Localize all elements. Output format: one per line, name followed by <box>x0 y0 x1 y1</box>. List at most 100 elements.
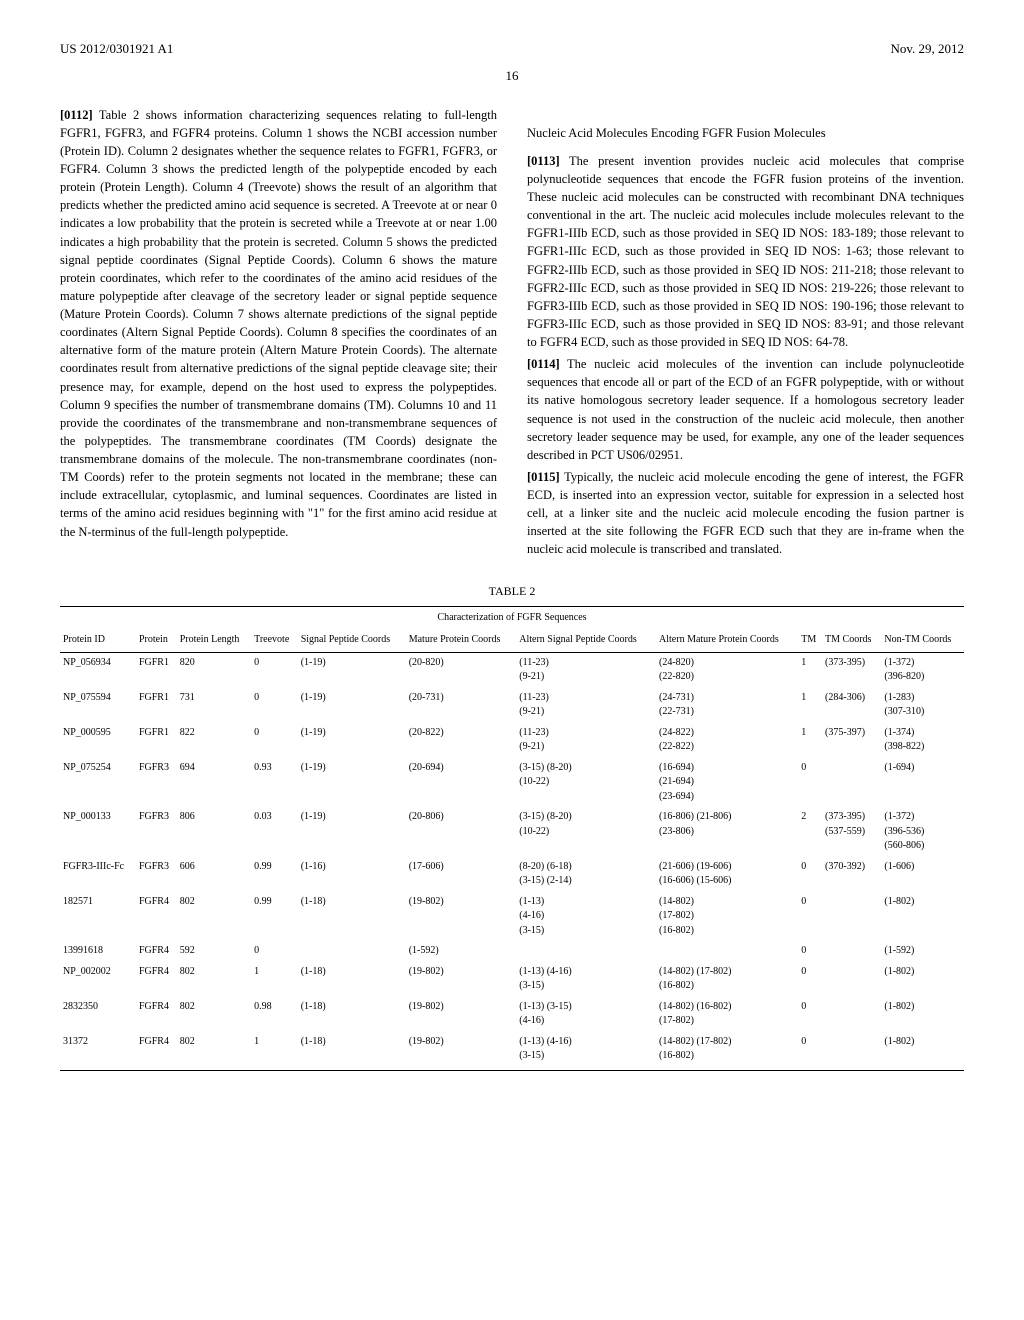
table-cell: (375-397) <box>822 723 881 758</box>
table-cell <box>822 962 881 997</box>
table-cell: FGFR4 <box>136 892 177 942</box>
table-cell: 0 <box>251 941 298 962</box>
table-row: 182571FGFR48020.99(1-18)(19-802)(1-13) (… <box>60 892 964 942</box>
table-body: NP_056934FGFR18200(1-19)(20-820)(11-23) … <box>60 652 964 1070</box>
table-cell: (20-694) <box>406 758 517 808</box>
table-cell: (1-18) <box>298 892 406 942</box>
table-cell: FGFR3 <box>136 758 177 808</box>
table-cell: (8-20) (6-18) (3-15) (2-14) <box>516 857 656 892</box>
table-row: NP_000595FGFR18220(1-19)(20-822)(11-23) … <box>60 723 964 758</box>
table-cell: FGFR1 <box>136 688 177 723</box>
table-cell: FGFR1 <box>136 723 177 758</box>
publication-number: US 2012/0301921 A1 <box>60 40 173 59</box>
table-caption: TABLE 2 <box>60 583 964 600</box>
para-text: The present invention provides nucleic a… <box>527 154 964 349</box>
table-cell: (3-15) (8-20) (10-22) <box>516 758 656 808</box>
para-number: [0112] <box>60 108 93 122</box>
table-cell: (373-395) <box>822 652 881 688</box>
table-cell: 0.99 <box>251 857 298 892</box>
table-cell: (1-372) (396-536) (560-806) <box>881 807 964 857</box>
table-cell: (1-19) <box>298 723 406 758</box>
table-cell: NP_056934 <box>60 652 136 688</box>
left-column: [0112] Table 2 shows information charact… <box>60 106 497 563</box>
table-cell <box>822 758 881 808</box>
table-cell: 0 <box>251 652 298 688</box>
table-row: NP_075594FGFR17310(1-19)(20-731)(11-23) … <box>60 688 964 723</box>
publication-date: Nov. 29, 2012 <box>890 40 964 59</box>
table-cell: 731 <box>177 688 251 723</box>
table-cell: 0 <box>798 962 822 997</box>
table-cell: 0 <box>798 941 822 962</box>
table-cell: NP_000133 <box>60 807 136 857</box>
text-columns: [0112] Table 2 shows information charact… <box>60 106 964 563</box>
table-cell: 1 <box>798 688 822 723</box>
col-header: Signal Peptide Coords <box>298 629 406 652</box>
table-cell: (19-802) <box>406 962 517 997</box>
table-cell: (21-606) (19-606) (16-606) (15-606) <box>656 857 798 892</box>
table-cell: 31372 <box>60 1032 136 1071</box>
table-cell <box>516 941 656 962</box>
table-cell: (1-13) (4-16) (3-15) <box>516 892 656 942</box>
characterization-table: Characterization of FGFR Sequences Prote… <box>60 606 964 1071</box>
table-cell: (1-16) <box>298 857 406 892</box>
table-cell: NP_000595 <box>60 723 136 758</box>
table-cell: (14-802) (17-802) (16-802) <box>656 892 798 942</box>
table-cell: (16-694) (21-694) (23-694) <box>656 758 798 808</box>
paragraph-0115: [0115] Typically, the nucleic acid molec… <box>527 468 964 559</box>
table-cell: FGFR1 <box>136 652 177 688</box>
table-cell: (14-802) (17-802) (16-802) <box>656 962 798 997</box>
table-cell <box>822 1032 881 1071</box>
table-cell: 802 <box>177 962 251 997</box>
col-header: Protein ID <box>60 629 136 652</box>
table-cell: (20-822) <box>406 723 517 758</box>
col-header: Altern Signal Peptide Coords <box>516 629 656 652</box>
table-cell: 182571 <box>60 892 136 942</box>
table-cell: (24-822) (22-822) <box>656 723 798 758</box>
table-cell: (16-806) (21-806) (23-806) <box>656 807 798 857</box>
table-cell: (1-13) (4-16) (3-15) <box>516 962 656 997</box>
table-cell: FGFR3 <box>136 807 177 857</box>
table-cell: (1-606) <box>881 857 964 892</box>
table-cell: 694 <box>177 758 251 808</box>
table-cell: NP_002002 <box>60 962 136 997</box>
para-number: [0113] <box>527 154 560 168</box>
table-cell: 822 <box>177 723 251 758</box>
col-header: Treevote <box>251 629 298 652</box>
page-number: 16 <box>60 67 964 86</box>
table-cell: (1-18) <box>298 962 406 997</box>
table-cell: 802 <box>177 892 251 942</box>
table-cell: (1-802) <box>881 997 964 1032</box>
table-cell: (1-18) <box>298 1032 406 1071</box>
table-cell: (373-395) (537-559) <box>822 807 881 857</box>
table-cell: (11-23) (9-21) <box>516 688 656 723</box>
table-cell: 806 <box>177 807 251 857</box>
table-cell: (20-806) <box>406 807 517 857</box>
table-cell: (1-802) <box>881 1032 964 1071</box>
table-cell: 592 <box>177 941 251 962</box>
table-cell: 1 <box>798 723 822 758</box>
table-cell <box>298 941 406 962</box>
table-cell <box>822 892 881 942</box>
col-header: Altern Mature Protein Coords <box>656 629 798 652</box>
table-cell: 0.98 <box>251 997 298 1032</box>
table-cell: FGFR4 <box>136 941 177 962</box>
table-cell: (14-802) (17-802) (16-802) <box>656 1032 798 1071</box>
col-header: Mature Protein Coords <box>406 629 517 652</box>
table-cell: (284-306) <box>822 688 881 723</box>
table-cell <box>656 941 798 962</box>
table-cell <box>822 997 881 1032</box>
table-cell: (1-374) (398-822) <box>881 723 964 758</box>
table-cell <box>822 941 881 962</box>
table-cell: (1-19) <box>298 652 406 688</box>
table-cell: (1-592) <box>881 941 964 962</box>
table-cell: (1-802) <box>881 962 964 997</box>
table-cell: FGFR3-IIIc-Fc <box>60 857 136 892</box>
table-row: FGFR3-IIIc-FcFGFR36060.99(1-16)(17-606)(… <box>60 857 964 892</box>
table-cell: 1 <box>251 962 298 997</box>
table-cell: 0 <box>798 758 822 808</box>
table-cell: (19-802) <box>406 1032 517 1071</box>
table-cell: 0.03 <box>251 807 298 857</box>
table-row: NP_002002FGFR48021(1-18)(19-802)(1-13) (… <box>60 962 964 997</box>
table-cell: (1-19) <box>298 758 406 808</box>
table-header-row: Protein ID Protein Protein Length Treevo… <box>60 629 964 652</box>
